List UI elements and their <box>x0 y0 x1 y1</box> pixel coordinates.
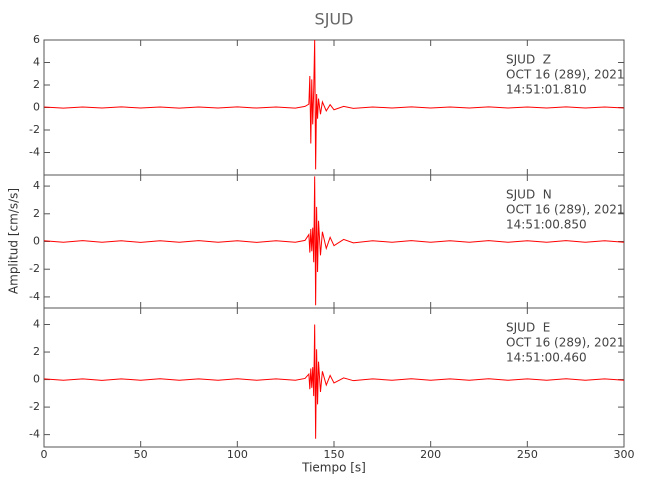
trace-annotation: 14:51:00.850 <box>506 218 587 232</box>
trace-annotation: OCT 16 (289), 2021 <box>506 336 625 350</box>
y-tick-label: 4 <box>33 179 40 192</box>
trace-annotation: SJUD E <box>506 321 550 335</box>
y-tick-label: -2 <box>29 400 40 413</box>
y-tick-label: -2 <box>29 262 40 275</box>
trace-annotation: OCT 16 (289), 2021 <box>506 203 625 217</box>
chart-title: SJUD <box>315 10 354 29</box>
y-tick-label: 0 <box>33 235 40 248</box>
y-tick-label: 4 <box>33 56 40 69</box>
y-tick-label: -4 <box>29 290 40 303</box>
y-tick-label: 2 <box>33 207 40 220</box>
y-tick-label: 0 <box>33 101 40 114</box>
y-tick-label: -2 <box>29 123 40 136</box>
x-tick-label: 200 <box>420 448 441 461</box>
y-tick-label: 4 <box>33 318 40 331</box>
waveform <box>43 324 625 439</box>
trace-annotation: 14:51:00.460 <box>506 351 587 365</box>
y-tick-label: -4 <box>29 428 40 441</box>
y-tick-label: 2 <box>33 78 40 91</box>
x-tick-label: 300 <box>614 448 635 461</box>
trace-annotation: 14:51:01.810 <box>506 83 587 97</box>
y-tick-label: 6 <box>33 33 40 46</box>
waveform <box>43 176 625 306</box>
x-tick-label: 100 <box>227 448 248 461</box>
y-axis-label: Amplitud [cm/s/s] <box>7 188 21 294</box>
y-tick-label: 0 <box>33 373 40 386</box>
y-tick-label: -4 <box>29 146 40 159</box>
x-tick-label: 150 <box>324 448 345 461</box>
x-tick-label: 0 <box>41 448 48 461</box>
x-tick-label: 250 <box>517 448 538 461</box>
y-tick-label: 2 <box>33 345 40 358</box>
waveform <box>43 39 625 170</box>
trace-annotation: SJUD Z <box>506 53 551 67</box>
trace-annotation: OCT 16 (289), 2021 <box>506 68 625 82</box>
trace-annotation: SJUD N <box>506 188 552 202</box>
x-axis-label: Tiempo [s] <box>301 461 366 475</box>
x-tick-label: 50 <box>134 448 148 461</box>
